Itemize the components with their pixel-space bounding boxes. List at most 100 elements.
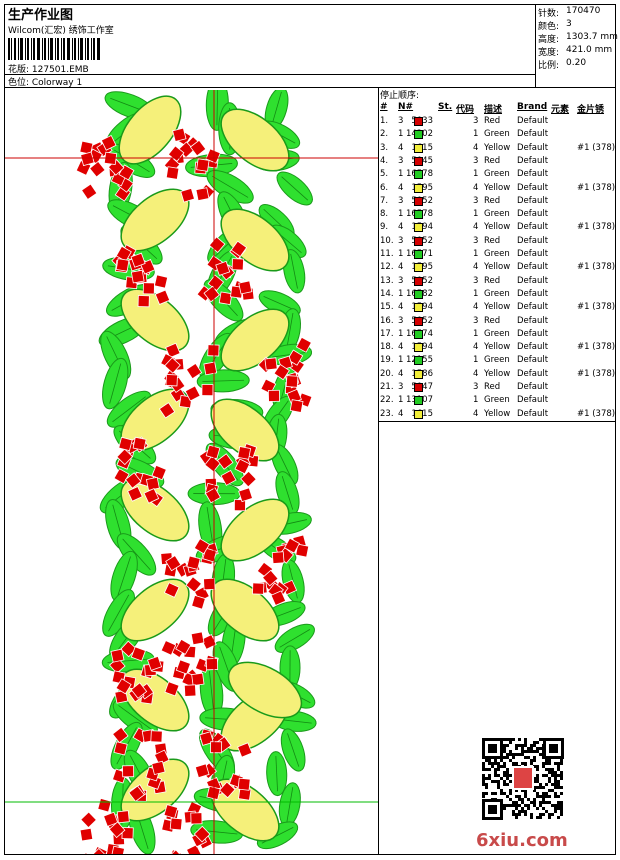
qr-logo <box>514 768 532 788</box>
qr-module <box>518 813 521 816</box>
qr-module <box>497 765 500 768</box>
qr-module <box>500 765 503 768</box>
divider <box>4 87 616 88</box>
qr-module <box>536 774 539 777</box>
qr-module <box>548 780 551 783</box>
qr-finder-core <box>488 744 497 753</box>
qr-module <box>497 786 500 789</box>
qr-module <box>512 804 515 807</box>
red-flower-petal <box>116 810 130 824</box>
cell-brand: Default <box>517 328 549 339</box>
qr-module <box>506 756 509 759</box>
cell-desc: Green <box>484 328 510 339</box>
watermark-text: 6xiu.com <box>476 830 568 851</box>
qr-module <box>494 792 497 795</box>
qr-module <box>533 750 536 753</box>
cell-n: 1 <box>398 249 404 259</box>
red-flower-petal <box>264 357 278 371</box>
color-swatch <box>414 276 423 286</box>
red-flower-petal <box>218 781 236 799</box>
red-flower-petal <box>204 455 221 473</box>
qr-module <box>488 759 491 762</box>
cell-n: 4 <box>398 142 404 153</box>
qr-module <box>494 759 497 762</box>
qr-module <box>503 792 506 795</box>
qr-module <box>545 795 548 798</box>
color-swatch <box>414 156 423 166</box>
qr-module <box>485 759 488 762</box>
cell-desc: Green <box>484 288 510 299</box>
cell-code: 3 <box>473 235 479 246</box>
cell-brand: Default <box>517 395 549 406</box>
cell-brand: Default <box>517 182 549 193</box>
cell-n: 4 <box>398 182 404 193</box>
qr-module <box>521 798 524 801</box>
green-leaf-vein <box>108 594 130 632</box>
red-flower-petal <box>112 726 129 744</box>
cell-extra: #1 (378) <box>577 302 616 313</box>
table-row: 15.415944YellowDefault#1 (378) <box>380 302 616 315</box>
qr-module <box>536 816 539 819</box>
red-flower-petal <box>199 731 214 746</box>
red-flower-petal <box>210 741 223 754</box>
qr-module <box>509 774 512 777</box>
green-leaf-vein <box>279 629 311 648</box>
qr-module <box>503 804 506 807</box>
qr-module <box>545 783 548 786</box>
stat-value: 170470 <box>566 6 601 16</box>
barcode <box>8 38 100 60</box>
red-flower-petal <box>207 344 220 357</box>
cell-code: 4 <box>473 368 479 379</box>
cell-brand: Default <box>517 355 549 366</box>
cell-i: 21. <box>380 382 394 392</box>
cell-desc: Green <box>484 355 510 366</box>
cell-extra: #1 (378) <box>577 142 616 153</box>
yellow-leaf <box>220 208 290 272</box>
cell-brand: Default <box>517 142 549 153</box>
qr-module <box>515 816 518 819</box>
qr-module <box>554 777 557 780</box>
qr-module <box>557 795 560 798</box>
cell-i: 9. <box>380 222 389 233</box>
cell-i: 15. <box>380 302 394 313</box>
red-flower-petal <box>130 682 148 699</box>
table-row: 14.1165821GreenDefault <box>380 289 616 302</box>
red-flower-petal <box>285 375 299 388</box>
stop-sequence-title: 停止顺序: <box>380 91 420 101</box>
qr-module <box>515 804 518 807</box>
red-flower-petal <box>238 280 253 295</box>
red-flower-petal <box>150 730 163 743</box>
qr-module <box>482 765 485 768</box>
cell-brand: Default <box>517 116 549 126</box>
qr-module <box>542 795 545 798</box>
qr-module <box>527 807 530 810</box>
red-flower-petal <box>153 274 169 289</box>
green-leaf-vein <box>112 396 146 423</box>
red-flower-petal <box>203 577 216 591</box>
qr-module <box>530 762 533 765</box>
qr-module <box>560 771 563 774</box>
cell-i: 22. <box>380 395 394 406</box>
qr-module <box>503 807 506 810</box>
stat-value: 0.20 <box>566 58 587 68</box>
divider <box>378 87 379 855</box>
qr-module <box>518 810 521 813</box>
qr-module <box>551 771 554 774</box>
color-swatch <box>414 303 423 313</box>
red-flower-petal <box>79 140 94 155</box>
qr-module <box>542 774 545 777</box>
cell-code: 4 <box>473 342 479 353</box>
cell-brand: Default <box>517 249 549 259</box>
qr-module <box>503 756 506 759</box>
color-swatch <box>414 117 423 126</box>
red-flower-petal <box>80 183 98 200</box>
cell-code: 4 <box>473 182 479 193</box>
qr-module <box>503 774 506 777</box>
red-flower-petal <box>283 537 300 554</box>
qr-module <box>521 750 524 753</box>
red-flower-petal <box>163 582 180 598</box>
red-flower-petal <box>186 555 201 570</box>
red-flower-petal <box>204 487 222 504</box>
qr-module <box>503 750 506 753</box>
qr-module <box>494 771 497 774</box>
